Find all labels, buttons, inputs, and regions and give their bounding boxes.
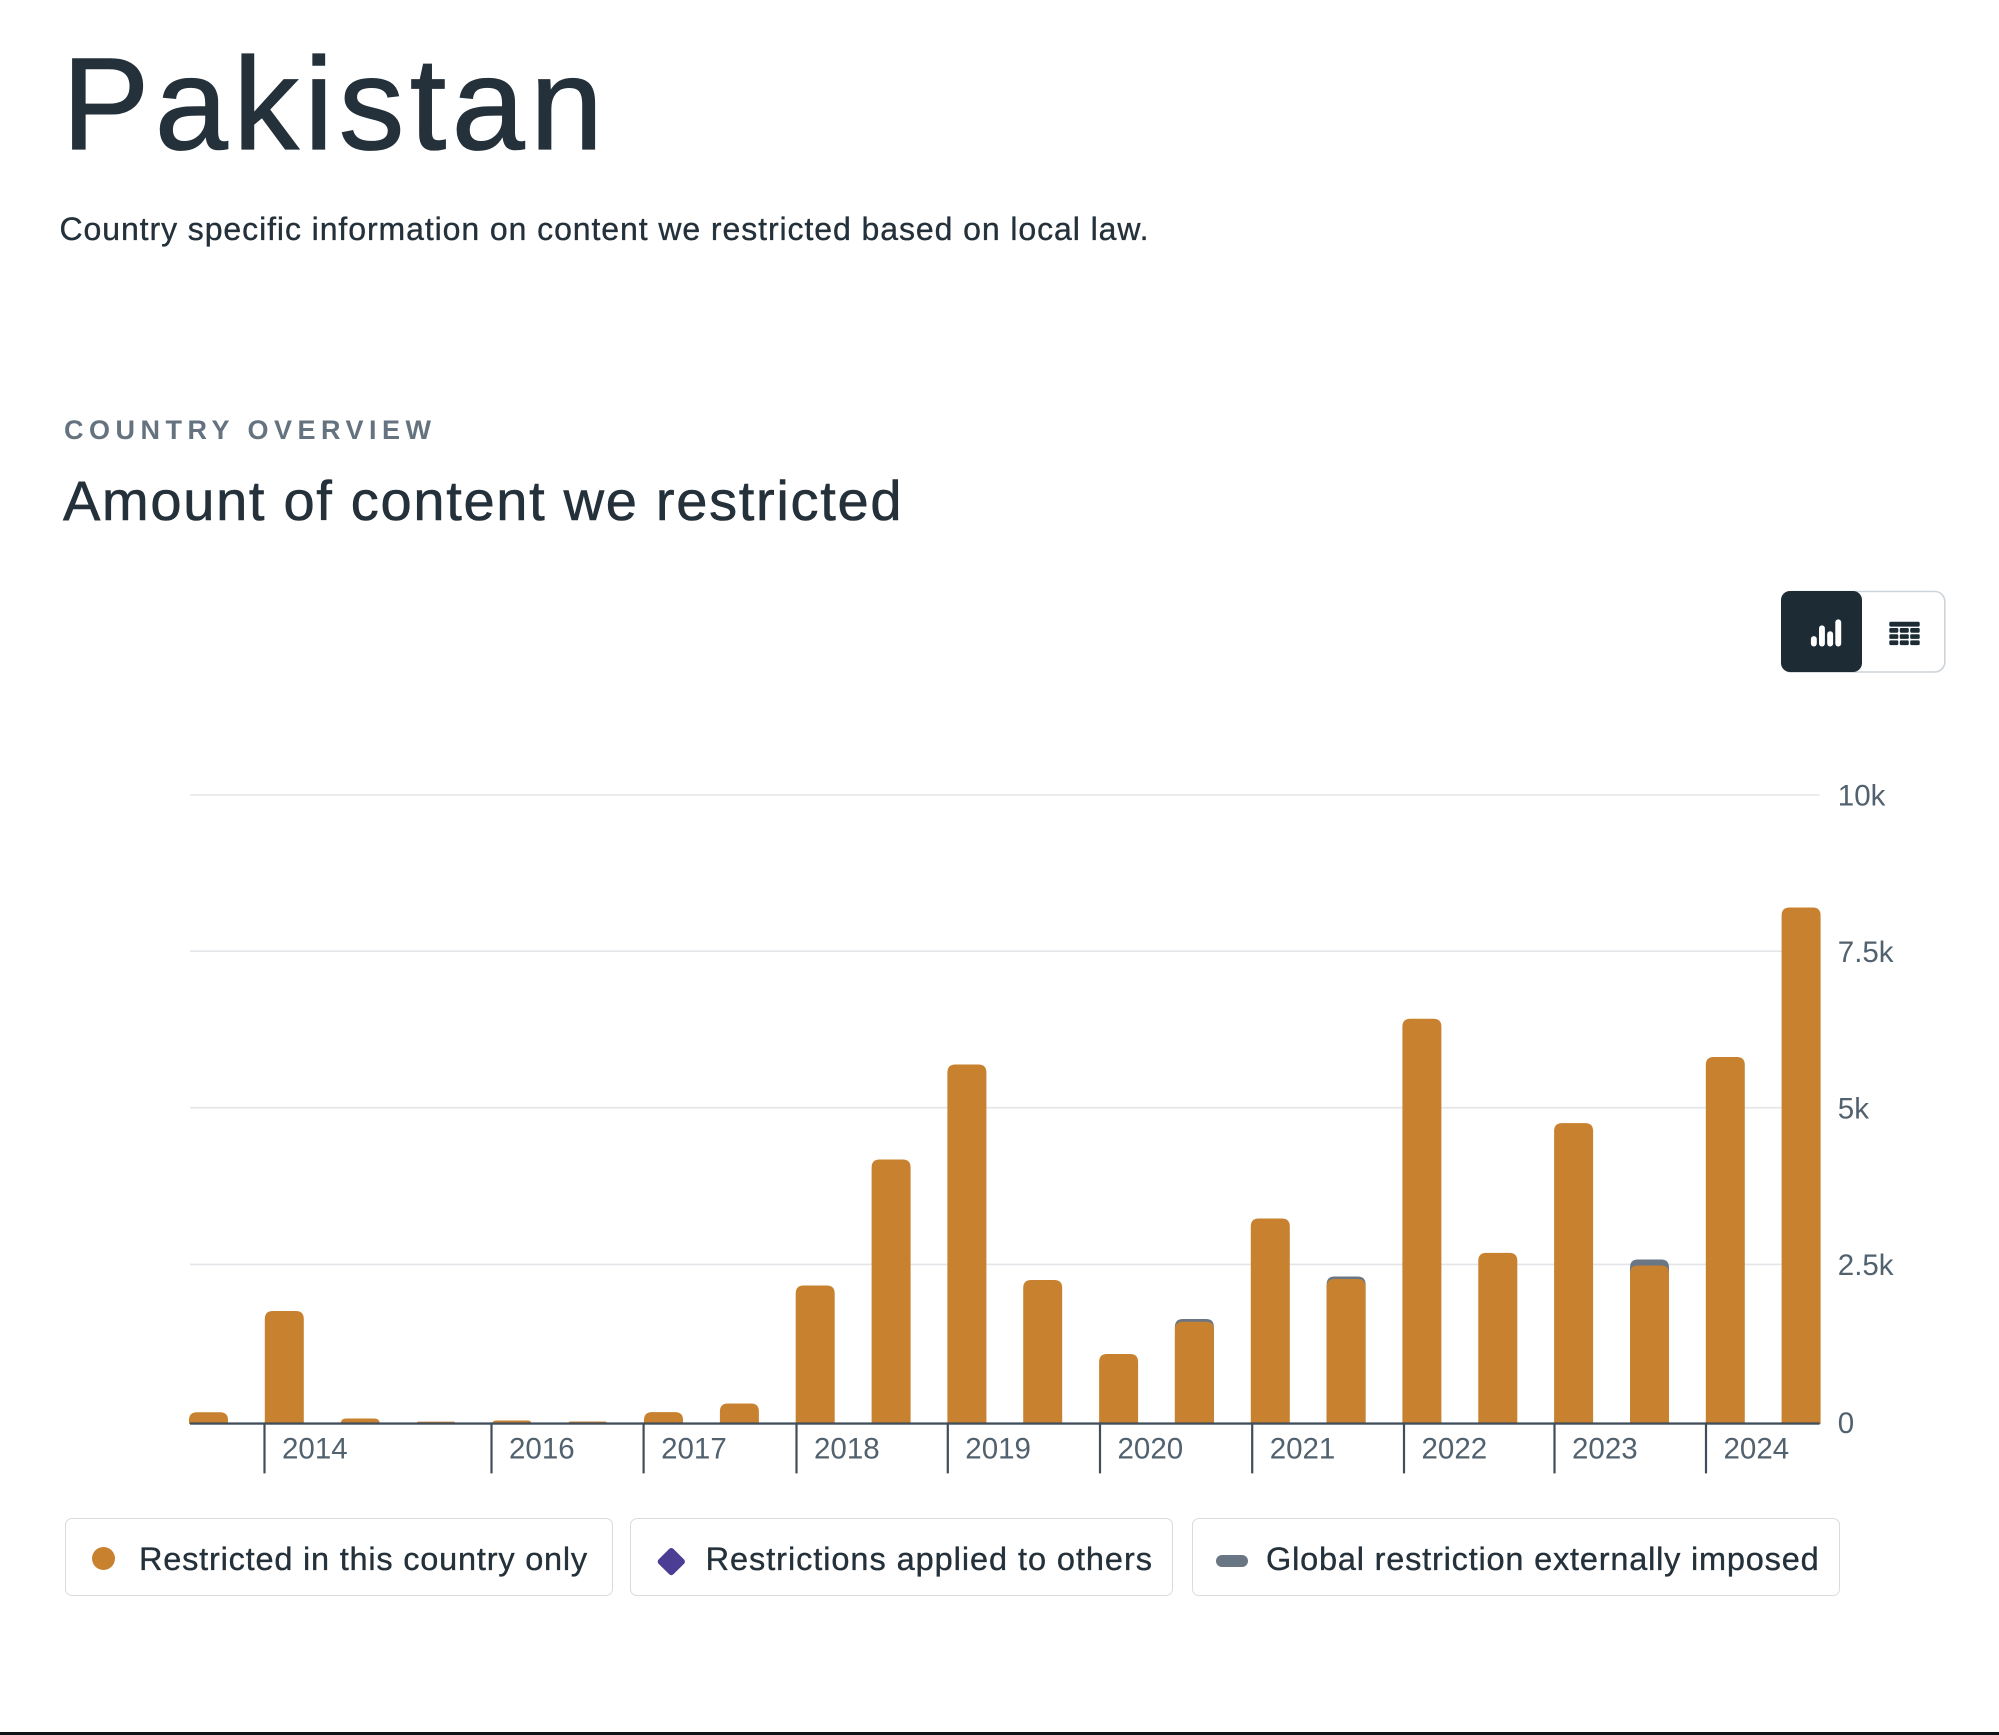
svg-text:7.5k: 7.5k xyxy=(1838,936,1894,969)
svg-text:2024: 2024 xyxy=(1724,1433,1790,1466)
svg-text:2018: 2018 xyxy=(814,1433,880,1466)
svg-text:2017: 2017 xyxy=(661,1433,727,1466)
svg-text:0: 0 xyxy=(1838,1407,1854,1440)
svg-text:2023: 2023 xyxy=(1572,1433,1638,1466)
svg-text:2016: 2016 xyxy=(509,1433,575,1466)
svg-text:2021: 2021 xyxy=(1270,1433,1336,1466)
svg-text:2.5k: 2.5k xyxy=(1838,1249,1894,1282)
svg-text:10k: 10k xyxy=(1838,780,1886,813)
svg-text:2019: 2019 xyxy=(965,1433,1031,1466)
svg-text:2020: 2020 xyxy=(1118,1433,1184,1466)
svg-text:5k: 5k xyxy=(1838,1092,1869,1125)
svg-text:2014: 2014 xyxy=(282,1433,348,1466)
svg-text:2022: 2022 xyxy=(1422,1433,1488,1466)
